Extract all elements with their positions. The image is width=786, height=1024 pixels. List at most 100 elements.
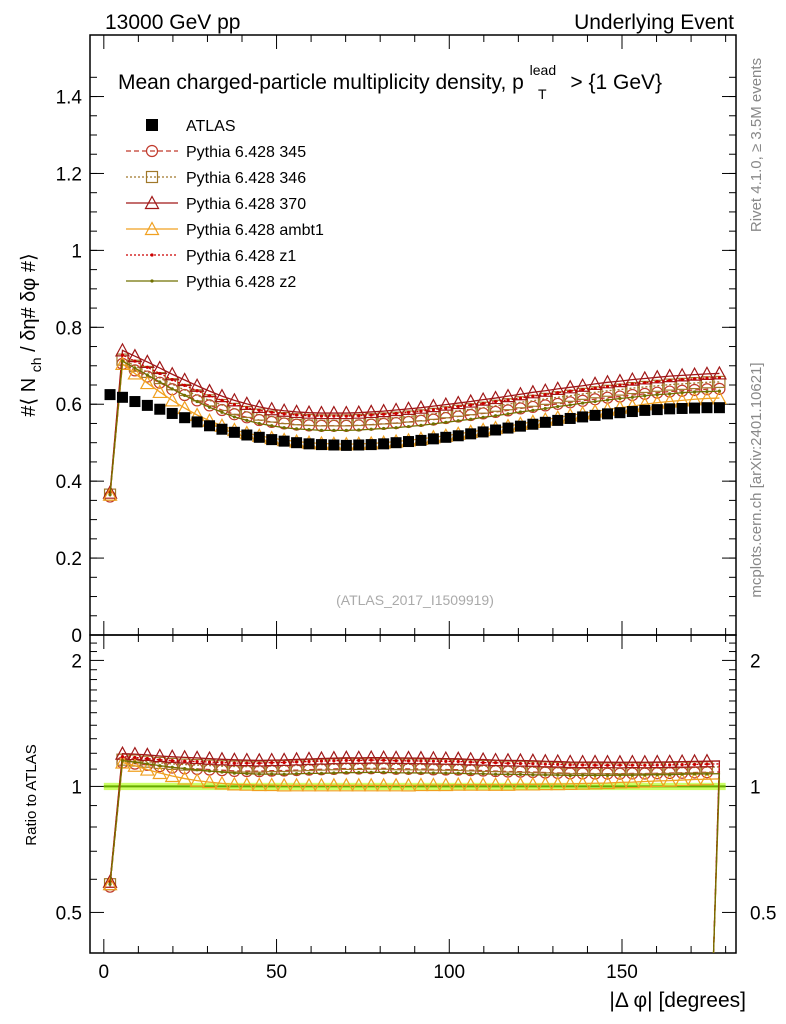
- data-point-370: [301, 404, 317, 419]
- ratio-point-z2: [257, 772, 261, 776]
- data-point-z2: [643, 394, 647, 398]
- ratio-point-346: [389, 758, 403, 771]
- ratio-point-z2: [170, 765, 174, 769]
- data-point-z1: [419, 409, 423, 413]
- data-point-z1: [382, 412, 386, 416]
- ratio-series-z2: [108, 759, 721, 954]
- main-ylabel-sub: ch: [28, 357, 44, 372]
- ratio-point-z2: [431, 771, 435, 775]
- ratio-point-370: [177, 749, 193, 764]
- ratio-point-ambt1: [562, 776, 578, 790]
- data-point-z1: [245, 406, 249, 410]
- ratio-point-z2: [108, 882, 112, 886]
- data-point-atlas: [701, 402, 713, 414]
- header-left: 13000 GeV pp: [105, 11, 240, 34]
- ratio-point-z1: [257, 761, 261, 765]
- data-point-z1: [593, 386, 597, 390]
- data-point-370: [102, 484, 118, 499]
- data-point-z2: [593, 399, 597, 404]
- ratio-point-ambt1: [239, 776, 255, 791]
- data-point-z2: [493, 414, 498, 418]
- ratio-point-370: [450, 751, 466, 765]
- ratio-point-z2: [680, 772, 684, 776]
- ratio-point-z2: [469, 772, 473, 776]
- ratio-point-ambt1: [438, 777, 454, 792]
- data-point-atlas: [228, 426, 240, 438]
- legend-marker-345: [145, 144, 159, 158]
- ratio-point-ambt1: [413, 777, 429, 792]
- data-point-345: [676, 384, 689, 397]
- ratio-point-370: [338, 750, 354, 764]
- data-point-z1: [543, 393, 547, 397]
- ratio-point-z2: [605, 773, 610, 777]
- ratio-point-z2: [120, 759, 125, 763]
- data-point-345: [539, 399, 552, 412]
- data-point-z2: [245, 418, 249, 422]
- data-point-z2: [506, 412, 510, 416]
- data-point-z1: [257, 408, 261, 412]
- header-right: Underlying Event: [574, 11, 734, 34]
- data-point-atlas: [116, 391, 128, 403]
- data-point-z1: [270, 410, 274, 414]
- data-point-z1: [357, 414, 361, 418]
- data-point-z1: [456, 404, 460, 409]
- data-point-z1: [506, 398, 510, 402]
- data-point-z1: [581, 388, 585, 392]
- data-point-atlas: [266, 434, 278, 446]
- legend-label: Pythia 6.428 345: [186, 144, 306, 161]
- data-point-atlas: [340, 439, 352, 451]
- header: 13000 GeV pp Underlying Event: [105, 11, 734, 34]
- data-point-atlas: [353, 439, 365, 451]
- data-point-z2: [282, 426, 286, 430]
- chart-title: Mean charged-particle multiplicity densi…: [118, 57, 662, 104]
- ratio-point-z2: [294, 772, 299, 776]
- data-point-atlas: [241, 429, 253, 441]
- data-point-atlas: [253, 431, 265, 443]
- data-point-atlas: [291, 437, 303, 449]
- ratio-point-ambt1: [662, 772, 678, 787]
- data-point-z2: [680, 391, 684, 395]
- ratio-point-z1: [643, 763, 647, 767]
- ratio-line-345: [109, 761, 721, 954]
- data-point-atlas: [179, 412, 191, 424]
- ratio-point-370: [139, 747, 155, 762]
- data-point-370: [463, 393, 479, 408]
- ratio-point-z2: [207, 769, 212, 773]
- data-point-z1: [444, 406, 448, 410]
- ratio-point-z2: [145, 762, 149, 766]
- legend-marker-z1: [150, 253, 154, 257]
- ratio-point-370: [239, 752, 255, 767]
- ratio-point-ambt1: [599, 775, 615, 790]
- data-point-z2: [382, 426, 386, 431]
- data-point-z2: [170, 387, 174, 391]
- data-point-z2: [108, 493, 112, 497]
- ratio-point-z1: [332, 759, 336, 763]
- ratio-point-ambt1: [313, 777, 329, 792]
- ratio-point-370: [438, 750, 454, 765]
- data-point-atlas: [141, 399, 153, 411]
- series-line-z1: [109, 353, 720, 493]
- data-point-370: [438, 396, 454, 411]
- data-point-atlas: [328, 439, 340, 451]
- ratio-point-z2: [357, 771, 361, 775]
- ratio-point-z1: [692, 762, 697, 766]
- ratio-point-ambt1: [102, 876, 118, 891]
- data-point-z1: [618, 383, 622, 387]
- ratio-point-z2: [133, 760, 137, 764]
- chart-title-main: Mean charged-particle multiplicity densi…: [118, 71, 524, 94]
- ratio-point-z2: [444, 771, 448, 775]
- data-point-atlas: [278, 435, 290, 447]
- data-point-z1: [170, 378, 174, 382]
- ratio-point-z1: [518, 761, 523, 766]
- data-point-z2: [630, 395, 634, 399]
- data-point-z1: [431, 408, 435, 412]
- ratio-point-z1: [369, 758, 373, 762]
- ratio-point-ambt1: [575, 775, 591, 790]
- ratio-point-z2: [643, 773, 647, 777]
- ratio-point-z1: [431, 759, 435, 763]
- data-point-atlas: [527, 418, 539, 430]
- ratio-point-ambt1: [152, 765, 168, 780]
- legend-marker-346: [145, 170, 159, 184]
- data-point-370: [612, 373, 628, 388]
- data-point-atlas: [639, 404, 651, 416]
